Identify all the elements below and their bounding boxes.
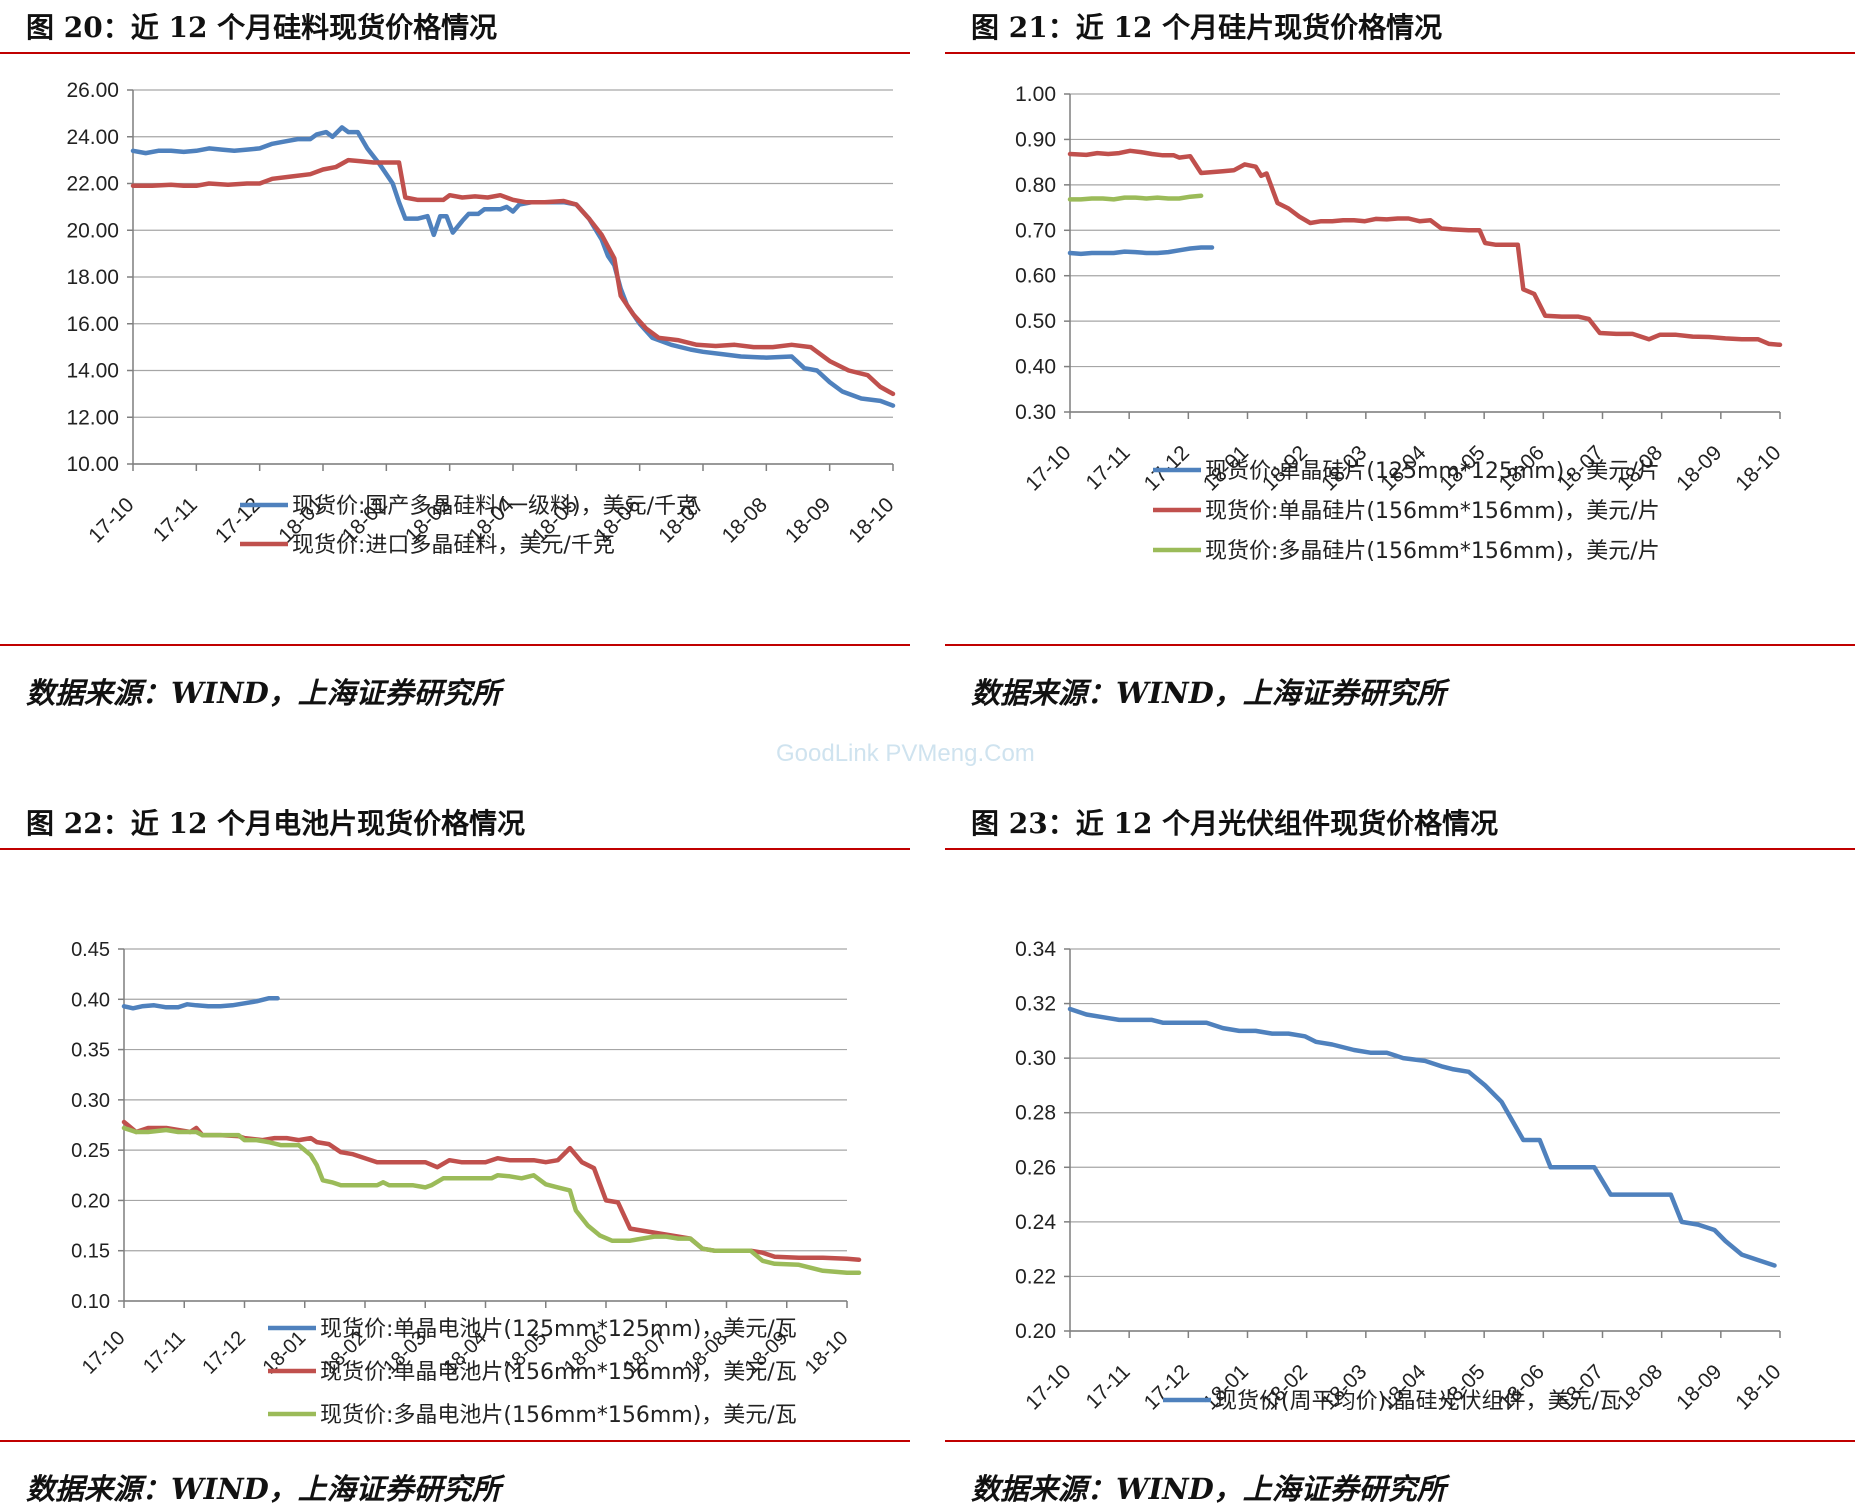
title-rule [0,52,910,54]
y-tick-label: 0.10 [71,1291,110,1313]
title-rule [0,848,910,850]
y-tick-label: 0.25 [71,1140,110,1162]
y-tick-label: 1.00 [1015,83,1056,106]
data-source: 数据来源：WIND，上海证券研究所 [971,676,1446,710]
title-rule [945,848,1855,850]
series-line-3 [1067,193,1204,202]
watermark: GoodLink PVMeng.Com [776,740,1035,767]
title-rule [945,52,1855,54]
series-line-1 [121,996,280,1011]
legend-label: 现货价:国产多晶硅料(一级料)，美元/千克 [292,494,698,519]
legend-label: 现货价:单晶电池片(156mm*156mm)，美元/瓦 [320,1360,797,1385]
x-tick-label: 17-11 [149,493,202,546]
y-tick-label: 0.26 [1015,1156,1056,1179]
source-rule [945,644,1855,646]
y-tick-label: 0.30 [1015,1047,1056,1070]
source-rule [0,1440,910,1442]
x-tick-label: 18-10 [801,1327,853,1379]
y-tick-label: 0.45 [71,939,110,961]
y-tick-label: 0.50 [1015,310,1056,333]
y-tick-label: 0.90 [1015,128,1056,151]
figure-title: 图 21：近 12 个月硅片现货价格情况 [971,11,1443,44]
y-tick-label: 22.00 [66,173,119,196]
data-source: 数据来源：WIND，上海证券研究所 [971,1472,1446,1506]
series-line-2 [1067,148,1783,348]
chart-wafer: 0.30 0.40 0.50 0.60 0.70 0.80 0.90 1.00 17-10 17-… [1015,83,1785,564]
x-tick-label: 18-08 [718,493,772,547]
y-tick-label: 0.34 [1015,938,1056,961]
y-tick-label: 0.40 [71,989,110,1011]
y-tick-label: 24.00 [66,126,119,149]
x-tick-label: 18-09 [781,493,835,547]
x-tick-label: 18-09 [1672,441,1726,495]
y-tick-label: 0.60 [1015,265,1056,288]
y-tick-label: 0.80 [1015,174,1056,197]
legend-label: 现货价:多晶硅片(156mm*156mm)，美元/片 [1205,539,1660,564]
y-tick-label: 10.00 [66,453,119,476]
x-tick-label: 17-10 [78,1327,130,1379]
y-tick-label: 0.28 [1015,1102,1056,1125]
source-rule [0,644,910,646]
legend-label: 现货价:多晶电池片(156mm*156mm)，美元/瓦 [320,1403,797,1428]
figure-title: 图 22：近 12 个月电池片现货价格情况 [26,807,526,840]
chart-silicon: 10.00 12.00 14.00 16.00 18.00 20.00 22.00 24.00… [66,79,898,558]
y-tick-label: 12.00 [66,406,119,429]
y-tick-label: 0.40 [1015,356,1056,379]
x-tick-label: 17-10 [1021,1360,1075,1414]
x-tick-label: 18-10 [844,493,898,547]
y-tick-label: 0.70 [1015,219,1056,242]
series-line-1 [1067,1006,1777,1268]
figure-title: 图 23：近 12 个月光伏组件现货价格情况 [971,807,1499,840]
data-source: 数据来源：WIND，上海证券研究所 [26,1472,501,1506]
legend-label: 现货价:进口多晶硅料，美元/千克 [292,533,615,558]
series-line-2 [130,157,896,397]
series-line-3 [121,1125,862,1276]
y-tick-label: 0.15 [71,1241,110,1263]
legend-label: 现货价:单晶硅片(156mm*156mm)，美元/片 [1205,499,1660,524]
x-tick-label: 17-12 [1140,1360,1194,1414]
y-tick-label: 0.30 [1015,401,1056,424]
x-tick-label: 18-10 [1731,441,1785,495]
y-tick-label: 0.32 [1015,993,1056,1016]
x-tick-label: 18-10 [1731,1360,1785,1414]
x-tick-label: 17-11 [139,1327,190,1378]
y-tick-label: 0.22 [1015,1265,1056,1288]
figure-title: 图 20：近 12 个月硅料现货价格情况 [26,11,498,44]
y-tick-label: 0.35 [71,1040,110,1062]
y-tick-label: 18.00 [66,266,119,289]
series-line-2 [121,1119,862,1263]
x-tick-label: 17-10 [84,493,138,547]
y-tick-label: 20.00 [66,219,119,242]
x-tick-label: 17-12 [211,493,265,547]
x-tick-label: 17-12 [198,1327,250,1379]
y-tick-label: 0.20 [71,1190,110,1212]
source-rule [945,1440,1855,1442]
data-source: 数据来源：WIND，上海证券研究所 [26,676,501,710]
legend-label: 现货价(周平均价):晶硅光伏组件，美元/瓦 [1215,1389,1621,1414]
y-tick-label: 0.30 [71,1090,110,1112]
x-tick-label: 18-08 [1613,1360,1667,1414]
x-tick-label: 17-11 [1082,441,1135,494]
x-tick-label: 17-10 [1021,441,1075,495]
y-tick-label: 26.00 [66,79,119,102]
series-line-1 [1067,245,1215,257]
y-tick-label: 0.20 [1015,1320,1056,1343]
series-line-1 [130,125,896,408]
y-tick-label: 16.00 [66,313,119,336]
legend-label: 现货价:单晶电池片(125mm*125mm)，美元/瓦 [320,1317,797,1342]
x-tick-label: 17-11 [1082,1360,1135,1413]
y-tick-label: 14.00 [66,360,119,383]
x-tick-label: 18-09 [1672,1360,1726,1414]
legend-label: 现货价:单晶硅片(125mm*125mm)，美元/片 [1205,459,1660,484]
y-tick-label: 0.24 [1015,1211,1056,1234]
